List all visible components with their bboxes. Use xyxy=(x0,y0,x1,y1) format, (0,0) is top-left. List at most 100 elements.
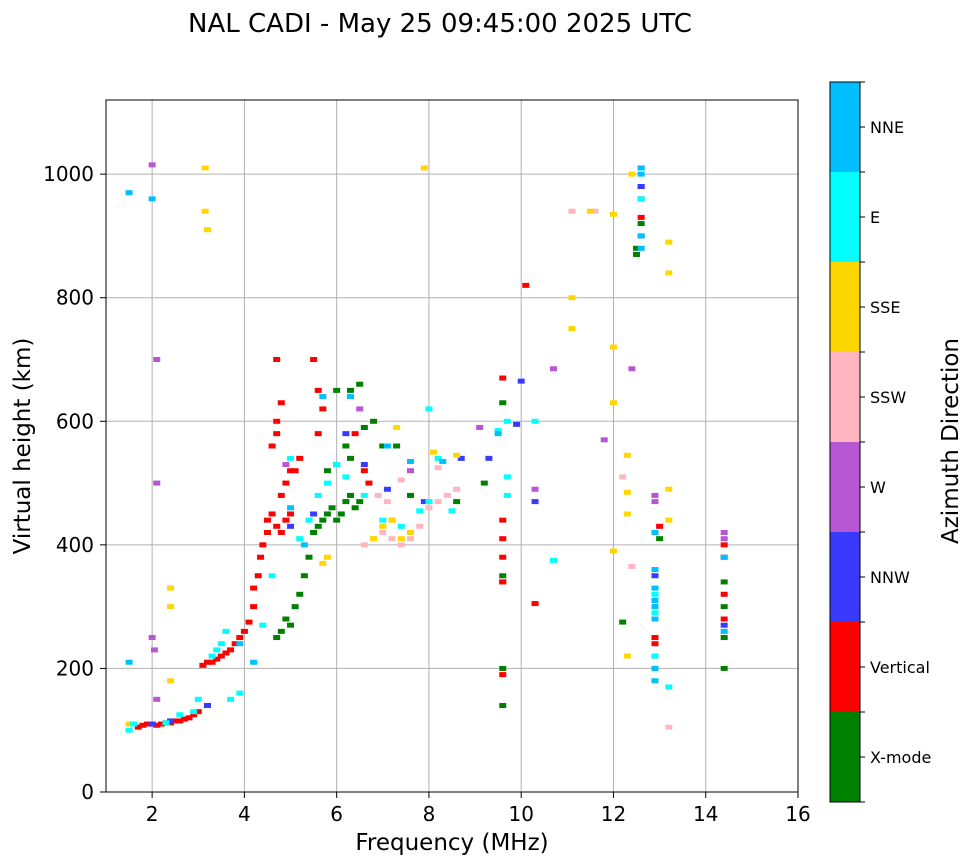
data-point xyxy=(637,214,645,220)
data-point xyxy=(240,628,248,634)
plot-area xyxy=(106,100,798,792)
data-point xyxy=(656,523,664,529)
data-point xyxy=(416,508,424,514)
data-point xyxy=(637,184,645,189)
data-point xyxy=(282,462,290,468)
data-point xyxy=(443,492,451,498)
data-point xyxy=(383,443,391,449)
data-point xyxy=(323,480,331,486)
colorbar-segment xyxy=(830,172,860,262)
data-point xyxy=(257,554,265,560)
data-point xyxy=(637,245,645,251)
data-point xyxy=(176,712,184,718)
data-point xyxy=(125,190,133,196)
data-point xyxy=(180,716,188,722)
x-tick-label: 8 xyxy=(423,802,436,826)
data-point xyxy=(236,690,244,696)
data-point xyxy=(651,653,659,659)
data-point xyxy=(277,530,285,535)
data-point xyxy=(665,684,673,690)
data-point xyxy=(305,517,313,523)
data-point xyxy=(203,227,211,233)
data-point xyxy=(637,233,645,239)
data-point xyxy=(314,387,322,393)
data-point xyxy=(609,548,617,554)
data-point xyxy=(628,366,636,372)
x-tick-label: 12 xyxy=(601,802,626,826)
data-point xyxy=(360,424,368,430)
x-axis-label: Frequency (MHz) xyxy=(355,830,548,856)
data-point xyxy=(263,517,271,523)
data-point xyxy=(342,474,350,480)
data-point xyxy=(425,499,433,505)
data-point xyxy=(600,437,608,443)
data-point xyxy=(125,659,133,665)
data-point xyxy=(637,221,645,227)
data-point xyxy=(397,477,405,483)
data-point xyxy=(351,431,359,437)
data-point xyxy=(208,653,216,659)
data-point xyxy=(356,381,364,387)
y-tick-label: 200 xyxy=(56,656,94,680)
data-point xyxy=(319,560,327,566)
data-point xyxy=(665,239,673,245)
data-point xyxy=(134,724,142,730)
data-point xyxy=(651,591,659,597)
data-point xyxy=(323,554,331,560)
data-point xyxy=(485,455,493,461)
data-point xyxy=(720,579,728,585)
data-point xyxy=(300,573,308,579)
data-point xyxy=(213,647,221,653)
data-point xyxy=(273,431,281,437)
data-point xyxy=(609,344,617,350)
data-point xyxy=(201,208,209,214)
data-point xyxy=(531,486,539,492)
data-point xyxy=(360,468,368,474)
x-tick-label: 2 xyxy=(146,802,159,826)
data-point xyxy=(503,474,511,480)
data-point xyxy=(651,492,659,498)
data-point xyxy=(323,468,331,474)
data-point xyxy=(148,721,156,727)
series-sse xyxy=(125,165,673,727)
data-point xyxy=(236,641,244,647)
data-point xyxy=(342,499,350,505)
data-point xyxy=(434,499,442,505)
data-point xyxy=(305,554,313,560)
colorbar-segment xyxy=(830,442,860,532)
data-point xyxy=(162,720,170,726)
data-point xyxy=(323,511,331,517)
data-point xyxy=(342,431,350,437)
data-point xyxy=(374,492,382,498)
colorbar-segment xyxy=(830,712,860,802)
data-point xyxy=(720,554,728,560)
data-point xyxy=(287,468,295,474)
x-tick-label: 10 xyxy=(508,802,533,826)
data-point xyxy=(273,523,281,529)
data-point xyxy=(623,452,631,458)
data-point xyxy=(720,616,728,622)
data-point xyxy=(217,653,225,659)
data-point xyxy=(356,406,364,412)
data-point xyxy=(425,406,433,412)
y-tick-label: 0 xyxy=(81,780,94,804)
data-point xyxy=(383,486,391,492)
data-point xyxy=(227,647,235,653)
chart-title: NAL CADI - May 25 09:45:00 2025 UTC xyxy=(188,9,692,39)
data-point xyxy=(499,375,507,381)
data-point xyxy=(633,245,641,251)
data-point xyxy=(651,585,659,591)
data-point xyxy=(651,635,659,641)
data-point xyxy=(273,635,281,641)
data-point xyxy=(665,270,673,276)
data-point xyxy=(250,604,258,610)
series-nne xyxy=(125,165,728,684)
colorbar-segment xyxy=(830,352,860,442)
data-point xyxy=(287,505,295,511)
y-axis-label: Virtual height (km) xyxy=(10,338,36,555)
data-point xyxy=(609,211,617,217)
colorbar-segment xyxy=(830,82,860,172)
data-point xyxy=(250,585,258,591)
data-point xyxy=(406,492,414,498)
data-point xyxy=(319,517,327,523)
